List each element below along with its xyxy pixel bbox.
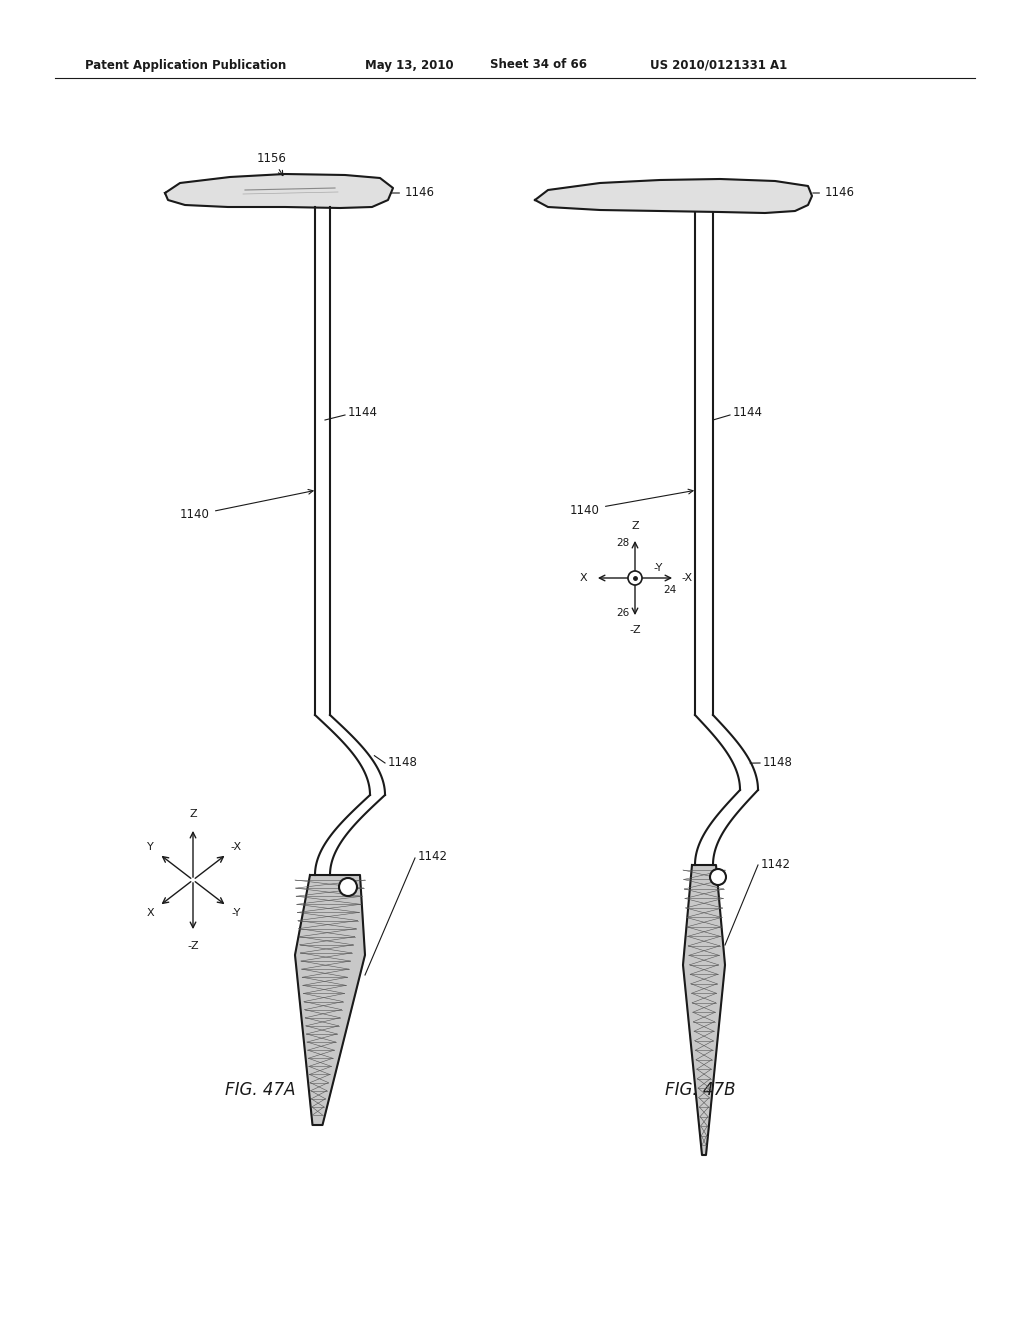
Text: 1148: 1148: [763, 755, 793, 768]
Text: 26: 26: [616, 609, 630, 618]
Text: X: X: [146, 908, 154, 917]
Text: US 2010/0121331 A1: US 2010/0121331 A1: [650, 58, 787, 71]
Text: 1144: 1144: [348, 407, 378, 420]
Text: 1148: 1148: [388, 755, 418, 768]
Polygon shape: [165, 174, 393, 209]
Circle shape: [710, 869, 726, 884]
Text: -Y: -Y: [231, 908, 241, 917]
Text: 1142: 1142: [761, 858, 791, 870]
Text: -Y: -Y: [653, 564, 663, 573]
Circle shape: [628, 572, 642, 585]
Text: 28: 28: [616, 539, 630, 548]
Text: -Z: -Z: [187, 941, 199, 950]
Text: FIG. 47B: FIG. 47B: [665, 1081, 735, 1100]
Text: -Z: -Z: [629, 624, 641, 635]
Text: Z: Z: [189, 809, 197, 818]
Text: 1156: 1156: [257, 152, 287, 176]
Text: 1140: 1140: [570, 490, 693, 516]
Text: Sheet 34 of 66: Sheet 34 of 66: [490, 58, 587, 71]
Text: 1140: 1140: [180, 490, 313, 521]
Text: -X: -X: [681, 573, 692, 583]
Polygon shape: [535, 180, 812, 213]
Text: 1146: 1146: [391, 186, 435, 199]
Text: X: X: [580, 573, 587, 583]
Text: Y: Y: [146, 842, 154, 851]
Text: Z: Z: [631, 521, 639, 531]
Polygon shape: [683, 865, 725, 1155]
Polygon shape: [295, 875, 365, 1125]
Text: 1142: 1142: [418, 850, 449, 863]
Text: 1144: 1144: [733, 407, 763, 420]
Circle shape: [340, 879, 356, 895]
Text: FIG. 47A: FIG. 47A: [224, 1081, 295, 1100]
Text: 24: 24: [664, 585, 677, 595]
Text: May 13, 2010: May 13, 2010: [365, 58, 454, 71]
Text: -X: -X: [230, 842, 242, 851]
Text: 1146: 1146: [813, 186, 855, 199]
Text: Patent Application Publication: Patent Application Publication: [85, 58, 287, 71]
